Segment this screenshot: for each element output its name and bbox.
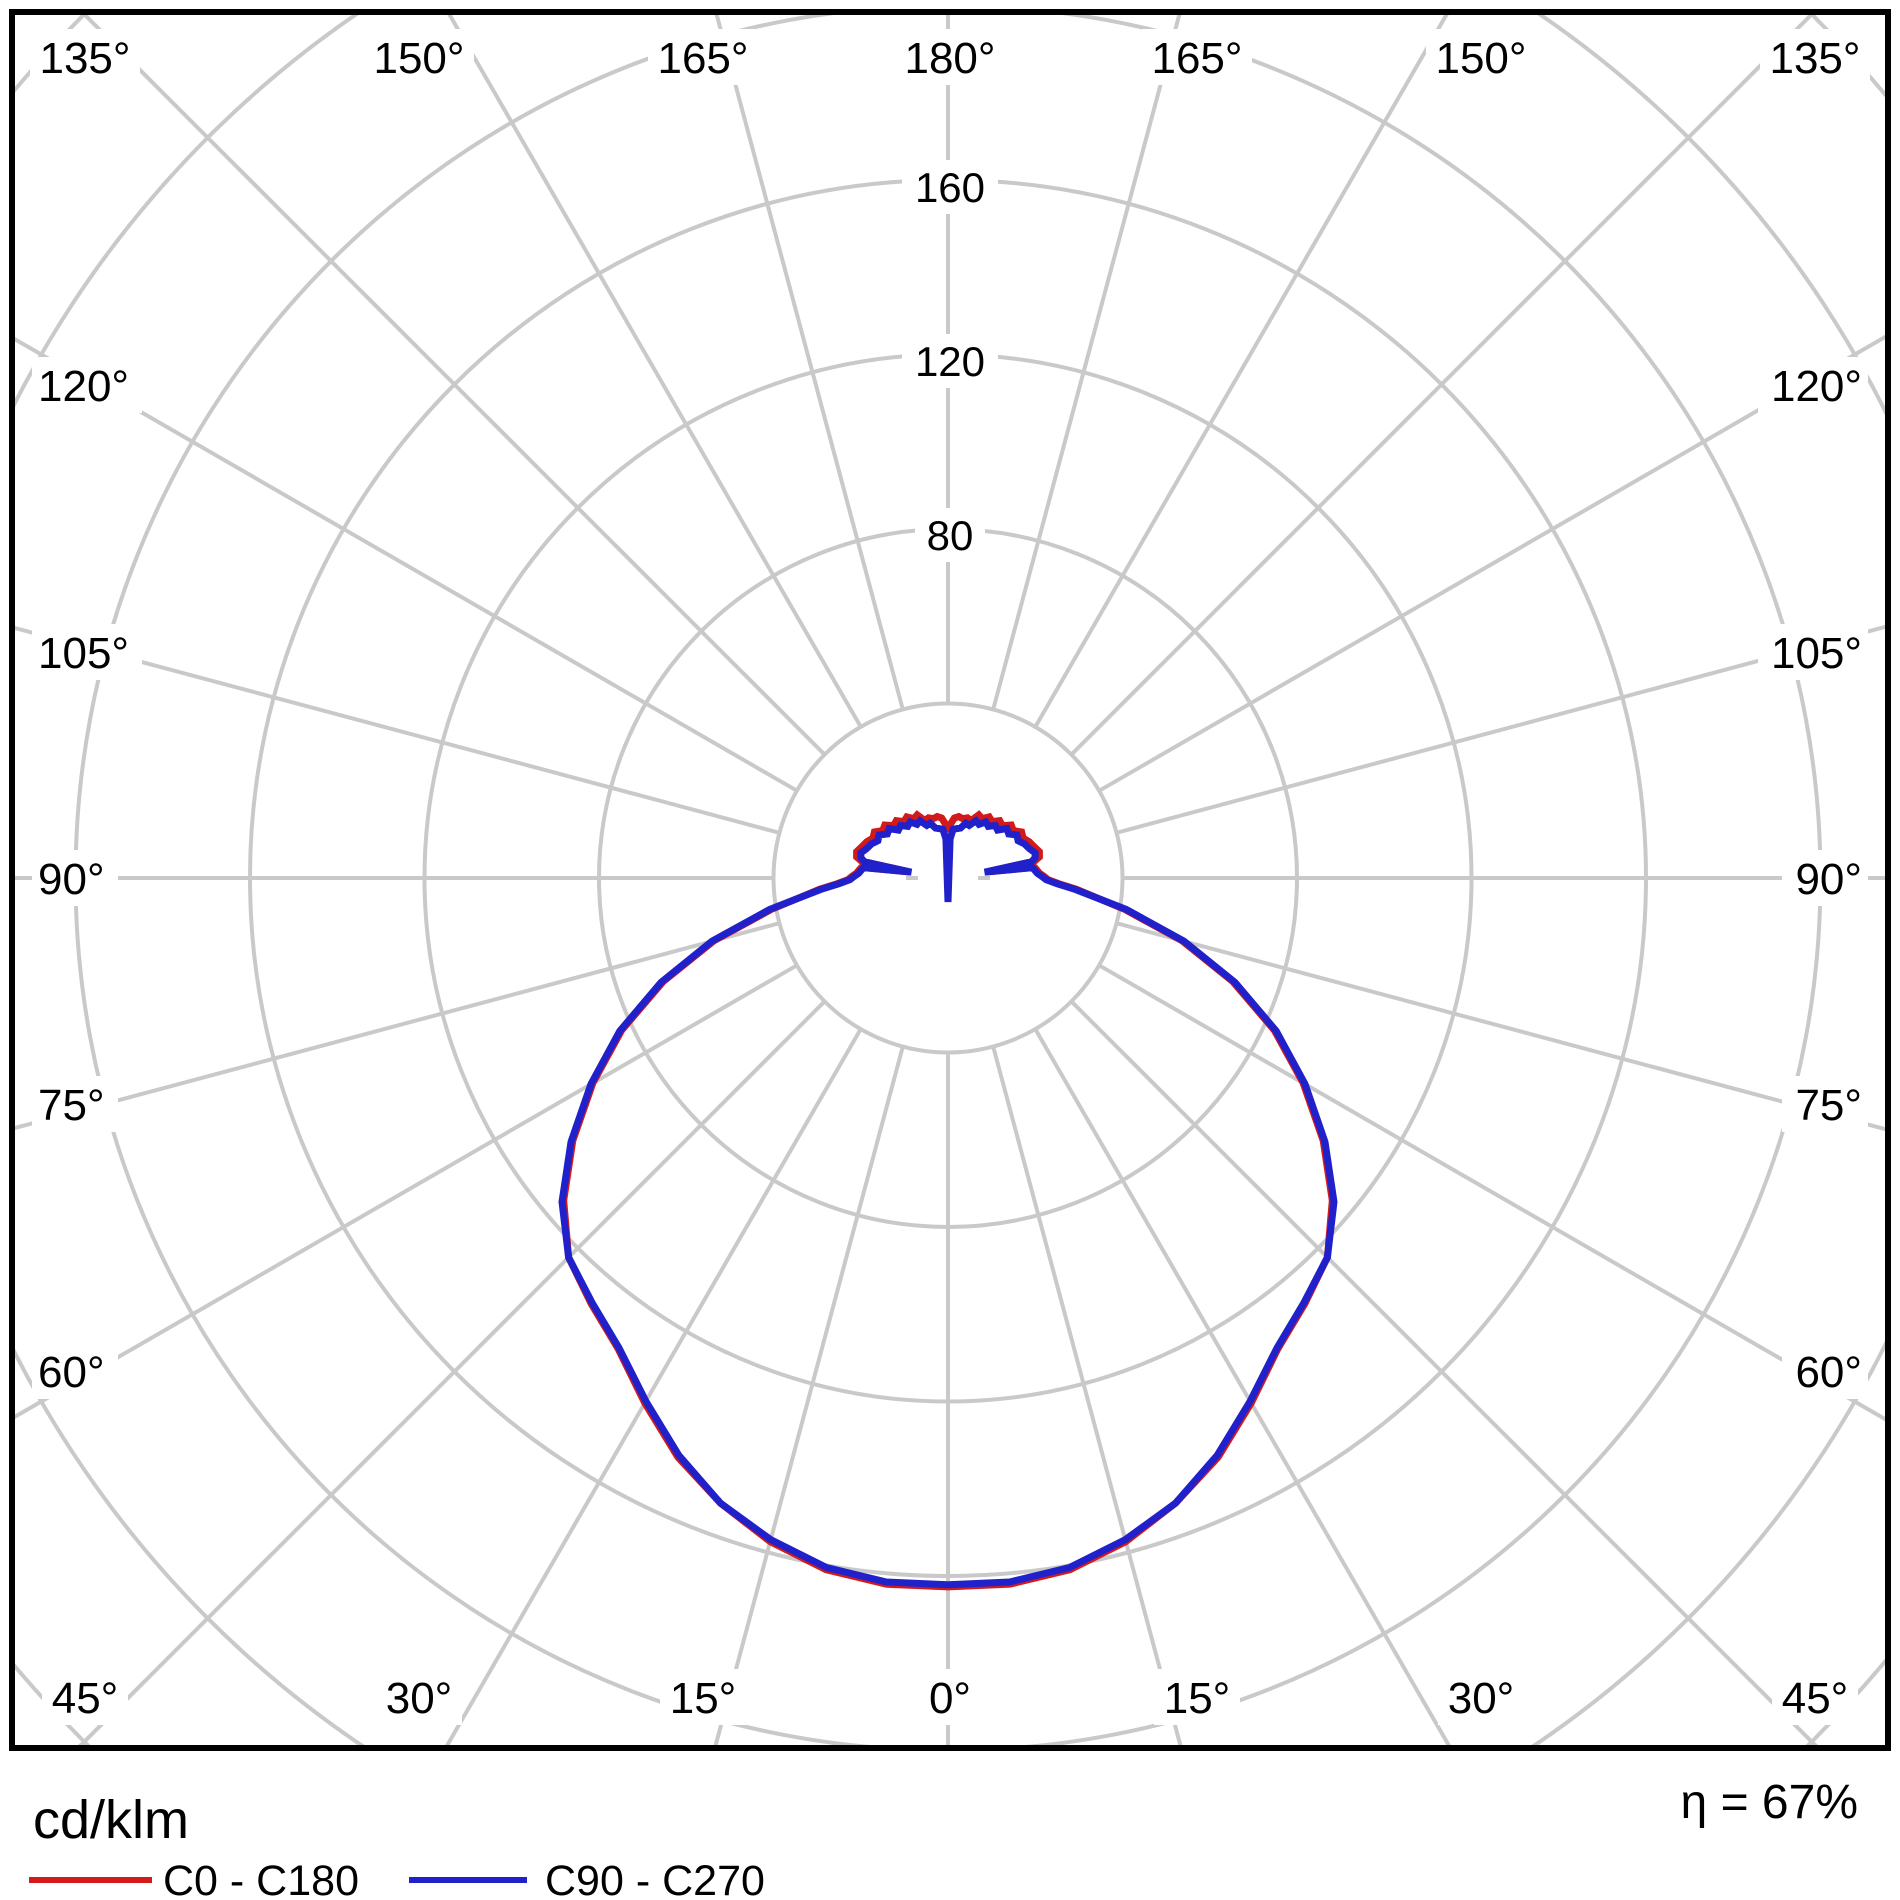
- grid-radial-285: [15, 921, 780, 1131]
- angle-label-mask: [1782, 850, 1868, 906]
- angle-label: 75°: [1795, 1081, 1862, 1130]
- angle-label: 30°: [1448, 1674, 1515, 1723]
- angle-label-mask: [1760, 29, 1870, 85]
- grid-radial-120: [1098, 334, 1885, 793]
- grid-radial-240: [15, 336, 798, 793]
- angle-label: 0°: [929, 1674, 971, 1723]
- grid-radial-135: [1069, 15, 1814, 757]
- grid-radial-225: [82, 15, 827, 757]
- angle-label: 150°: [1435, 34, 1526, 83]
- grid-radial-330: [445, 1028, 863, 1745]
- angle-label-mask: [1782, 1076, 1868, 1132]
- ring-label-mask: [902, 334, 998, 388]
- ring-value-labels: 160 120 80: [902, 160, 998, 562]
- angle-label-mask: [32, 357, 142, 413]
- angle-label-mask: [1758, 624, 1868, 680]
- efficiency-label: η = 67%: [1681, 1776, 1858, 1829]
- angle-label: 135°: [39, 34, 130, 83]
- angle-label: 75°: [38, 1081, 105, 1130]
- angle-label-mask: [376, 1669, 462, 1725]
- angle-label: 165°: [657, 34, 748, 83]
- angle-label-mask: [32, 1076, 118, 1132]
- curve-c90-c270: [558, 816, 1338, 1589]
- angle-label: 105°: [1771, 629, 1862, 678]
- angle-label-mask: [1772, 1669, 1858, 1725]
- angle-labels: 135° 150° 165° 180° 165° 150° 135° 120° 105° 90° 7…: [30, 29, 1870, 1725]
- angle-label: 120°: [38, 362, 129, 411]
- grid-radial-210: [447, 15, 863, 728]
- units-label: cd/klm: [33, 1790, 189, 1850]
- angle-label: 150°: [373, 34, 464, 83]
- grid-radial-30: [1033, 1028, 1451, 1745]
- angle-label-mask: [1426, 29, 1536, 85]
- grid-radial-75: [1116, 921, 1885, 1132]
- angle-label: 135°: [1769, 34, 1860, 83]
- angle-label-mask: [42, 1669, 128, 1725]
- angle-label-mask: [1782, 1343, 1868, 1399]
- angle-label: 45°: [52, 1674, 119, 1723]
- angle-label-mask: [32, 850, 118, 906]
- angle-label: 120°: [1771, 362, 1862, 411]
- ring-label-mask: [902, 160, 998, 214]
- angle-label-mask: [32, 1343, 118, 1399]
- grid-radial-345: [713, 1046, 905, 1745]
- angle-label: 105°: [38, 629, 129, 678]
- angle-label: 30°: [386, 1674, 453, 1723]
- angle-label-mask: [660, 1669, 746, 1725]
- angle-label-mask: [30, 29, 140, 85]
- ring-label: 160: [915, 164, 985, 211]
- grid-radial-105: [1116, 624, 1885, 835]
- angle-label: 165°: [1151, 34, 1242, 83]
- angle-label: 60°: [1795, 1348, 1862, 1397]
- ring-label: 120: [915, 338, 985, 385]
- angle-label: 90°: [1795, 855, 1862, 904]
- angle-label-mask: [1438, 1669, 1524, 1725]
- grid-radial-15: [991, 1046, 1183, 1745]
- angle-label: 90°: [38, 855, 105, 904]
- angle-label: 180°: [904, 34, 995, 83]
- ring-label: 80: [927, 512, 974, 559]
- grid-radial-300: [15, 963, 798, 1420]
- grid-radial-45: [1069, 999, 1818, 1745]
- angle-label-mask: [32, 624, 142, 680]
- ring-label-mask: [915, 508, 985, 562]
- legend-label-c90-c270: C90 - C270: [545, 1857, 765, 1900]
- angle-label-mask: [364, 29, 474, 85]
- grid-radial-315: [78, 999, 827, 1745]
- grid-radial-60: [1098, 963, 1885, 1422]
- angle-label-mask: [919, 1669, 981, 1725]
- angle-label-mask: [1758, 357, 1868, 413]
- angle-label-mask: [648, 29, 758, 85]
- angle-label: 60°: [38, 1348, 105, 1397]
- plot-border: [9, 9, 1891, 1751]
- angle-label: 15°: [670, 1674, 737, 1723]
- angle-label: 15°: [1164, 1674, 1231, 1723]
- legend-label-c0-c180: C0 - C180: [163, 1857, 359, 1900]
- angle-label-mask: [895, 29, 1005, 85]
- angle-label-mask: [1154, 1669, 1240, 1725]
- angle-label: 45°: [1782, 1674, 1849, 1723]
- angle-label-mask: [1142, 29, 1252, 85]
- grid-radial-150: [1033, 15, 1449, 728]
- intensity-curves: [558, 810, 1338, 1591]
